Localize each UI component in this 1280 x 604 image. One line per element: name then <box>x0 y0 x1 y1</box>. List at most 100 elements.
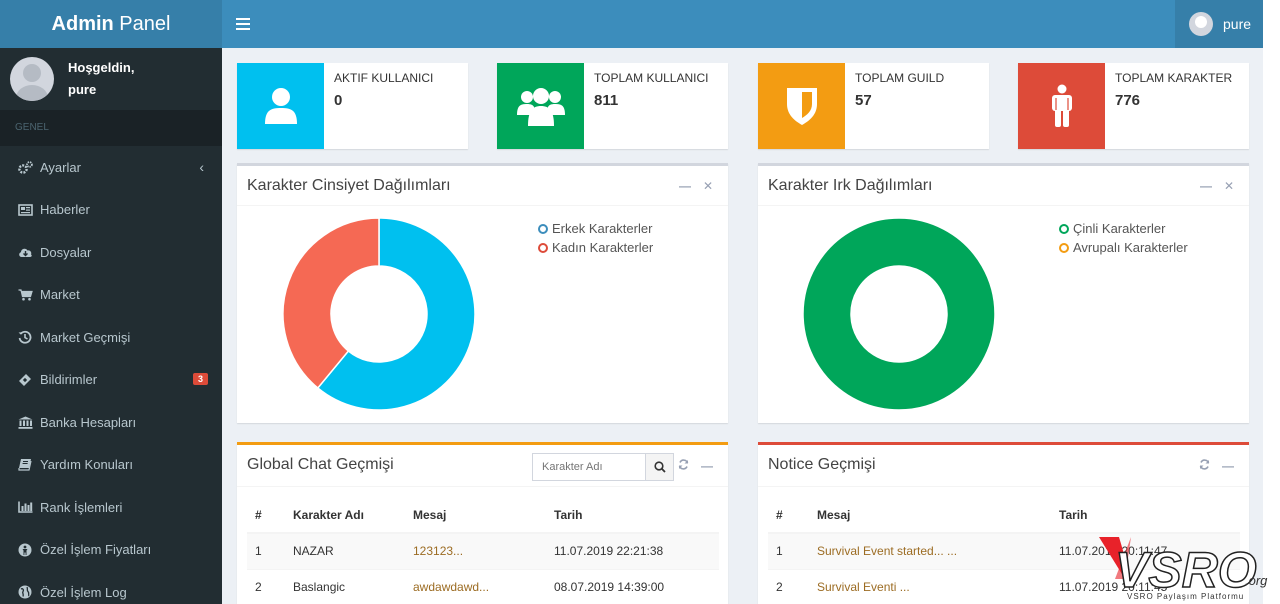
cart-icon <box>17 288 33 302</box>
minimize-icon[interactable]: — <box>1199 179 1212 193</box>
stat-value: 0 <box>334 92 343 109</box>
box-title: Global Chat Geçmişi <box>247 456 394 473</box>
chevron-left-icon: ‹ <box>199 159 204 176</box>
donut-slice-kad-n-karakterler[interactable] <box>282 217 380 390</box>
sidebar-item-label: Özel İşlem Log <box>40 584 127 600</box>
sidebar-item-yardim-konulari[interactable]: Yardım Konuları <box>0 444 222 487</box>
logo-bold-text: Admin <box>51 13 114 35</box>
sidebar-item-label: Haberler <box>40 202 90 218</box>
bar-chart-icon <box>17 500 33 514</box>
sidebar-item-banka-hesaplari[interactable]: Banka Hesapları <box>0 401 222 444</box>
stat-card-toplam-guild: TOPLAM GUILD 57 <box>758 63 989 149</box>
sidebar-item-label: Bildirimler <box>40 372 98 388</box>
stat-card-toplam-karakter: TOPLAM KARAKTER 776 <box>1018 63 1249 149</box>
table-cell: 11.07.2019 22:21:38 <box>546 532 719 569</box>
legend-item[interactable]: Çinli Karakterler <box>1059 219 1188 238</box>
table-row: 1 NAZAR 123123... 11.07.2019 22:21:38 <box>247 532 719 569</box>
minimize-icon[interactable]: — <box>678 179 691 193</box>
user-menu[interactable]: pure <box>1175 0 1263 48</box>
refresh-icon[interactable] <box>1199 459 1210 473</box>
donut-slice--inli-karakterler[interactable] <box>802 217 996 411</box>
users-icon <box>497 63 584 149</box>
app-logo[interactable]: Admin Panel <box>0 0 222 48</box>
legend-item[interactable]: Kadın Karakterler <box>538 238 653 257</box>
legend-label: Erkek Karakterler <box>552 221 653 236</box>
newspaper-icon <box>17 203 33 217</box>
message-link[interactable]: awdawdawd... <box>405 568 546 604</box>
notice-history-box: Notice Geçmişi — # Mesaj Tarih 1 Surviva… <box>758 442 1249 604</box>
table-cell: 1 <box>768 532 809 569</box>
sidebar: Hoşgeldin, pure GENEL Ayarlar ‹ Haberler… <box>0 48 222 604</box>
user-panel: Hoşgeldin, pure <box>0 48 222 110</box>
sidebar-item-ayarlar[interactable]: Ayarlar ‹ <box>0 146 222 189</box>
legend-item[interactable]: Erkek Karakterler <box>538 219 653 238</box>
chart-legend: Çinli Karakterler Avrupalı Karakterler <box>1059 219 1188 257</box>
notification-count-badge: 3 <box>192 372 208 385</box>
legend-label: Avrupalı Karakterler <box>1073 240 1188 255</box>
sidebar-item-ozel-islem-log[interactable]: Özel İşlem Log <box>0 571 222 604</box>
ticket-icon <box>17 373 33 387</box>
box-title: Karakter Irk Dağılımları <box>768 177 933 194</box>
sidebar-item-label: Özel İşlem Fiyatları <box>40 542 152 558</box>
sidebar-item-ozel-islem-fiyatlari[interactable]: Özel İşlem Fiyatları <box>0 529 222 572</box>
message-link[interactable]: Survival Event started... ... <box>809 532 1051 569</box>
stat-value: 811 <box>594 92 619 109</box>
logo-text: Panel <box>113 13 171 35</box>
race-chart-box: Karakter Irk Dağılımları — ✕ Çinli Karak… <box>758 163 1249 423</box>
welcome-text: Hoşgeldin, <box>68 60 135 75</box>
gears-icon <box>17 160 33 174</box>
global-chat-box: Global Chat Geçmişi — # Karakter Adı Mes… <box>237 442 728 604</box>
gender-donut-chart <box>282 217 476 411</box>
search-button[interactable] <box>645 454 673 480</box>
cloud-download-icon <box>17 245 33 259</box>
minimize-icon[interactable]: — <box>701 459 713 473</box>
sidebar-username: pure <box>68 82 97 97</box>
bank-icon <box>17 415 33 429</box>
chart-legend: Erkek Karakterler Kadın Karakterler <box>538 219 653 257</box>
sidebar-section-header: GENEL <box>0 110 222 146</box>
table-cell: 2 <box>247 568 285 604</box>
stat-card-toplam-kullanici: TOPLAM KULLANICI 811 <box>497 63 728 149</box>
page-scrollbar[interactable] <box>1263 0 1280 604</box>
donut-slice-erkek-karakterler[interactable] <box>316 217 476 411</box>
refresh-icon[interactable] <box>678 459 689 473</box>
sidebar-item-bildirimler[interactable]: Bildirimler 3 <box>0 359 222 402</box>
sidebar-item-haberler[interactable]: Haberler <box>0 189 222 232</box>
character-search-input[interactable] <box>533 454 645 480</box>
sidebar-item-rank-islemleri[interactable]: Rank İşlemleri <box>0 486 222 529</box>
avatar <box>10 57 54 101</box>
sidebar-toggle-icon[interactable] <box>236 15 250 33</box>
close-icon[interactable]: ✕ <box>1223 179 1234 193</box>
table-cell: 11.07.2019 20:11:45 <box>1051 568 1240 604</box>
legend-label: Çinli Karakterler <box>1073 221 1166 236</box>
message-link[interactable]: Survival Eventi ... <box>809 568 1051 604</box>
watermark-brand-text: VSRO <box>1115 542 1257 598</box>
character-search <box>532 453 674 481</box>
watermark-tagline-text: VSRO Paylaşım Platformu <box>1127 592 1244 601</box>
close-icon[interactable]: ✕ <box>702 179 713 193</box>
column-header: # <box>247 497 285 534</box>
sidebar-item-market[interactable]: Market <box>0 274 222 317</box>
message-link[interactable]: 123123... <box>405 532 546 569</box>
sidebar-item-label: Yardım Konuları <box>40 457 133 473</box>
minimize-icon[interactable]: — <box>1222 459 1234 473</box>
box-title: Notice Geçmişi <box>768 456 876 473</box>
legend-item[interactable]: Avrupalı Karakterler <box>1059 238 1188 257</box>
column-header: Karakter Adı <box>285 497 405 534</box>
column-header: Tarih <box>1051 497 1240 534</box>
chat-table: # Karakter Adı Mesaj Tarih 1 NAZAR 12312… <box>247 497 719 604</box>
username-label: pure <box>1223 16 1252 32</box>
stat-value: 57 <box>855 92 872 109</box>
sidebar-item-market-gecmisi[interactable]: Market Geçmişi <box>0 316 222 359</box>
vsro-watermark-logo: VSRO .org VSRO Paylaşım Platformu <box>1099 537 1268 601</box>
legend-label: Kadın Karakterler <box>552 240 654 255</box>
sidebar-item-dosyalar[interactable]: Dosyalar <box>0 231 222 274</box>
column-header: # <box>768 497 809 534</box>
table-cell: 08.07.2019 14:39:00 <box>546 568 719 604</box>
column-header: Mesaj <box>405 497 546 534</box>
column-header: Mesaj <box>809 497 1051 534</box>
sidebar-item-label: Dosyalar <box>40 244 92 260</box>
sidebar-item-label: Ayarlar <box>40 159 81 175</box>
sidebar-item-label: Market <box>40 287 80 303</box>
shield-icon <box>758 63 845 149</box>
